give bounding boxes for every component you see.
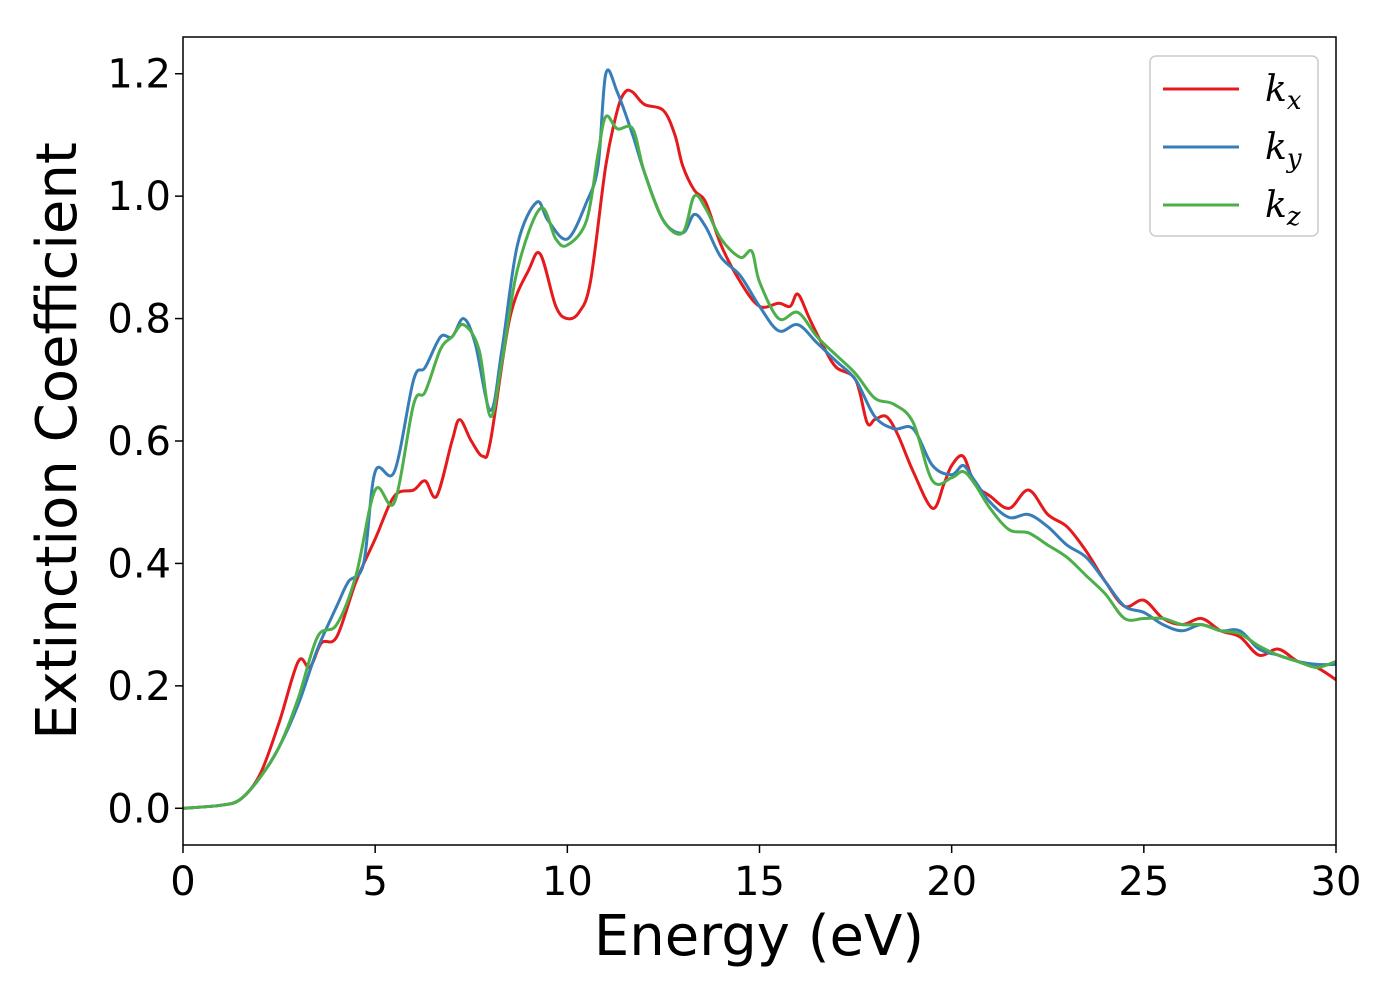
y-tick-label: 1.0 — [107, 174, 171, 220]
legend-label-k-y: ky — [1265, 127, 1302, 174]
x-tick-label: 10 — [542, 859, 593, 905]
x-tick-label: 5 — [362, 859, 387, 905]
x-tick-label: 15 — [734, 859, 785, 905]
x-tick-label: 25 — [1118, 859, 1169, 905]
y-axis-title: Extinction Coefficient — [25, 142, 90, 740]
series-line-k-x — [182, 88, 1337, 810]
legend: kx ky kz — [1149, 55, 1319, 237]
y-tick-label: 1.2 — [107, 52, 171, 98]
x-tick-label: 30 — [1311, 859, 1362, 905]
x-tick-label: 0 — [170, 859, 195, 905]
series-line-k-z — [182, 114, 1337, 810]
y-tick-label: 0.4 — [107, 541, 171, 587]
x-axis-title: Energy (eV) — [594, 904, 924, 969]
x-axis-ticks: 0 5 10 15 20 25 30 — [170, 845, 1361, 905]
series-layer — [182, 68, 1337, 810]
legend-label-k-z: kz — [1265, 185, 1301, 232]
y-tick-label: 0.8 — [107, 297, 171, 343]
y-tick-label: 0.6 — [107, 419, 171, 465]
x-tick-label: 20 — [926, 859, 977, 905]
series-line-k-y — [182, 68, 1337, 810]
y-axis-ticks: 0.0 0.2 0.4 0.6 0.8 1.0 1.2 — [107, 52, 183, 832]
y-tick-label: 0.0 — [107, 786, 171, 832]
y-tick-label: 0.2 — [107, 664, 171, 710]
legend-label-k-x: kx — [1265, 69, 1302, 116]
